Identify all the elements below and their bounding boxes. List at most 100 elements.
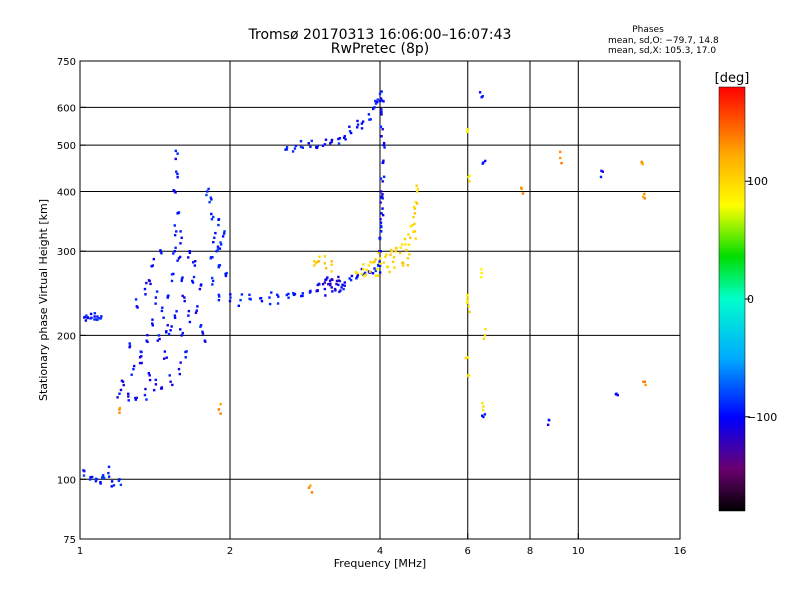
data-point [212, 215, 215, 219]
data-point [382, 141, 386, 145]
data-point [406, 264, 410, 267]
data-point [412, 205, 416, 209]
data-point [466, 127, 469, 131]
data-point [403, 237, 407, 241]
data-point [356, 123, 360, 126]
data-point [413, 230, 417, 233]
data-point [159, 249, 162, 252]
data-point [155, 290, 159, 293]
data-point [400, 243, 404, 246]
data-point [179, 242, 182, 245]
data-point [378, 99, 382, 103]
data-point [127, 399, 130, 402]
data-point [546, 423, 550, 427]
data-point [210, 218, 214, 221]
data-point [107, 475, 111, 478]
data-point [413, 222, 416, 226]
data-point [201, 332, 205, 335]
data-point [214, 231, 217, 235]
data-point [154, 296, 158, 299]
data-point [284, 148, 287, 151]
data-point [329, 284, 332, 287]
x-tick-label: 10 [572, 546, 585, 557]
data-point [116, 396, 119, 399]
data-point [118, 406, 122, 410]
data-point [134, 396, 137, 400]
data-point [468, 174, 471, 178]
data-point [96, 318, 99, 322]
data-point [343, 281, 347, 284]
data-point [161, 306, 164, 309]
data-point [355, 275, 359, 279]
data-point [199, 324, 203, 327]
data-point [248, 293, 251, 297]
data-point [100, 315, 103, 318]
data-point [641, 162, 644, 166]
data-point [356, 119, 359, 123]
data-point [382, 175, 386, 178]
data-point [191, 279, 194, 283]
data-point [348, 277, 351, 280]
data-point [194, 311, 198, 314]
data-point [90, 475, 94, 479]
data-point [143, 393, 147, 397]
data-point [379, 262, 382, 266]
data-point [143, 287, 147, 291]
data-point [211, 283, 214, 286]
data-point [166, 324, 169, 327]
data-point [299, 145, 303, 149]
data-point [380, 110, 383, 114]
data-point [213, 236, 216, 240]
data-point [467, 374, 470, 378]
data-point [118, 478, 121, 481]
data-point [136, 306, 139, 309]
data-point [381, 127, 384, 131]
data-point [215, 250, 218, 253]
data-point [331, 278, 334, 282]
data-point [361, 120, 365, 123]
data-point [409, 225, 413, 228]
data-point [127, 392, 130, 396]
data-point [205, 193, 208, 197]
data-point [276, 302, 280, 305]
data-point [160, 251, 163, 255]
data-point [181, 276, 184, 279]
data-point [480, 268, 483, 271]
data-point [381, 180, 384, 183]
data-point [381, 197, 384, 200]
data-point [219, 241, 222, 244]
data-point [369, 261, 372, 264]
data-point [394, 247, 398, 250]
data-point [301, 146, 305, 149]
data-point [401, 264, 405, 267]
data-point [414, 200, 418, 204]
data-point [362, 263, 365, 266]
data-point [323, 281, 327, 284]
data-point [101, 474, 105, 477]
data-point [140, 355, 143, 358]
data-point [101, 476, 104, 480]
data-point [187, 256, 190, 259]
data-point [163, 350, 167, 353]
data-point [165, 356, 168, 359]
data-point [363, 271, 367, 275]
data-point [110, 485, 113, 488]
data-point [356, 273, 360, 277]
data-point [323, 262, 327, 265]
data-point [376, 274, 380, 277]
data-point [643, 380, 647, 383]
data-point [167, 332, 171, 336]
data-point [167, 294, 170, 297]
data-point [380, 108, 383, 111]
data-point [120, 379, 124, 382]
data-point [177, 257, 181, 260]
data-point [376, 263, 380, 267]
data-point [198, 287, 202, 291]
data-point [119, 483, 123, 487]
data-point [151, 318, 154, 321]
data-point [229, 296, 232, 299]
data-point [481, 408, 485, 412]
data-point [172, 189, 175, 192]
data-point [466, 293, 469, 297]
